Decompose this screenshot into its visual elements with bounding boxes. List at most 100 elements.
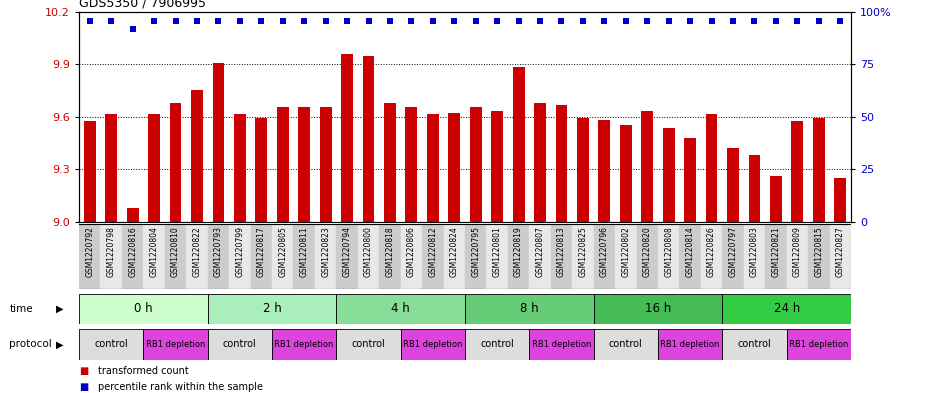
Text: ■: ■: [79, 382, 88, 392]
Point: [533, 17, 548, 24]
Text: 8 h: 8 h: [520, 302, 538, 316]
Bar: [363, 57, 375, 222]
Bar: [465, 224, 486, 289]
Bar: [723, 329, 787, 360]
Text: GSM1220810: GSM1220810: [171, 226, 180, 277]
Bar: [572, 224, 593, 289]
Text: GSM1220800: GSM1220800: [364, 226, 373, 277]
Bar: [465, 294, 593, 324]
Bar: [337, 329, 401, 360]
Bar: [534, 103, 546, 222]
Text: GSM1220815: GSM1220815: [815, 226, 823, 277]
Text: GSM1220822: GSM1220822: [193, 226, 202, 277]
Bar: [620, 125, 631, 222]
Bar: [551, 224, 572, 289]
Point: [661, 17, 676, 24]
Bar: [148, 114, 160, 222]
Text: GSM1220805: GSM1220805: [278, 226, 287, 277]
Bar: [636, 224, 658, 289]
Point: [339, 17, 354, 24]
Bar: [337, 294, 465, 324]
Text: GSM1220811: GSM1220811: [299, 226, 309, 277]
Bar: [105, 114, 117, 222]
Point: [211, 17, 226, 24]
Point: [790, 17, 804, 24]
Point: [512, 17, 526, 24]
Bar: [770, 176, 782, 222]
Point: [318, 17, 333, 24]
Bar: [555, 105, 567, 222]
Point: [168, 17, 183, 24]
Text: GSM1220812: GSM1220812: [429, 226, 437, 277]
Text: GSM1220816: GSM1220816: [128, 226, 137, 277]
Point: [490, 17, 505, 24]
Bar: [79, 224, 100, 289]
Text: GSM1220799: GSM1220799: [235, 226, 245, 277]
Bar: [100, 224, 122, 289]
Point: [83, 17, 98, 24]
Point: [104, 17, 119, 24]
Bar: [529, 224, 551, 289]
Text: GSM1220806: GSM1220806: [407, 226, 416, 277]
Bar: [122, 224, 143, 289]
Point: [190, 17, 205, 24]
Text: control: control: [223, 339, 257, 349]
Bar: [684, 138, 696, 222]
Point: [425, 17, 440, 24]
Point: [361, 17, 376, 24]
Point: [275, 17, 290, 24]
Text: GSM1220802: GSM1220802: [621, 226, 631, 277]
Bar: [444, 224, 465, 289]
Point: [747, 17, 762, 24]
Point: [446, 17, 461, 24]
Text: control: control: [94, 339, 128, 349]
Bar: [658, 224, 680, 289]
Text: control: control: [480, 339, 514, 349]
Bar: [470, 107, 482, 222]
Text: GSM1220795: GSM1220795: [472, 226, 480, 277]
Text: RB1 depletion: RB1 depletion: [532, 340, 591, 349]
Text: ▶: ▶: [56, 339, 63, 349]
Bar: [593, 294, 723, 324]
Bar: [577, 118, 589, 222]
Text: 2 h: 2 h: [262, 302, 282, 316]
Point: [404, 17, 418, 24]
Text: GSM1220792: GSM1220792: [86, 226, 94, 277]
Bar: [337, 224, 358, 289]
Bar: [749, 156, 761, 222]
Text: 4 h: 4 h: [392, 302, 410, 316]
Bar: [642, 111, 653, 222]
Bar: [165, 224, 186, 289]
Point: [254, 17, 269, 24]
Bar: [593, 329, 658, 360]
Bar: [256, 118, 267, 222]
Bar: [727, 149, 739, 222]
Bar: [405, 107, 418, 222]
Bar: [508, 224, 529, 289]
Bar: [422, 224, 444, 289]
Bar: [658, 329, 723, 360]
Text: GSM1220797: GSM1220797: [728, 226, 737, 277]
Text: GSM1220824: GSM1220824: [450, 226, 458, 277]
Text: GSM1220827: GSM1220827: [836, 226, 844, 277]
Text: GDS5350 / 7906995: GDS5350 / 7906995: [79, 0, 206, 9]
Point: [618, 17, 633, 24]
Bar: [723, 224, 744, 289]
Text: GSM1220826: GSM1220826: [707, 226, 716, 277]
Bar: [615, 224, 636, 289]
Point: [382, 17, 397, 24]
Text: ■: ■: [79, 366, 88, 376]
Bar: [706, 114, 717, 222]
Bar: [126, 208, 139, 222]
Text: control: control: [737, 339, 771, 349]
Bar: [486, 224, 508, 289]
Text: RB1 depletion: RB1 depletion: [789, 340, 848, 349]
Bar: [813, 118, 825, 222]
Point: [811, 17, 826, 24]
Text: GSM1220814: GSM1220814: [685, 226, 695, 277]
Bar: [529, 329, 593, 360]
Bar: [427, 114, 439, 222]
Text: GSM1220817: GSM1220817: [257, 226, 266, 277]
Point: [576, 17, 591, 24]
Text: control: control: [352, 339, 385, 349]
